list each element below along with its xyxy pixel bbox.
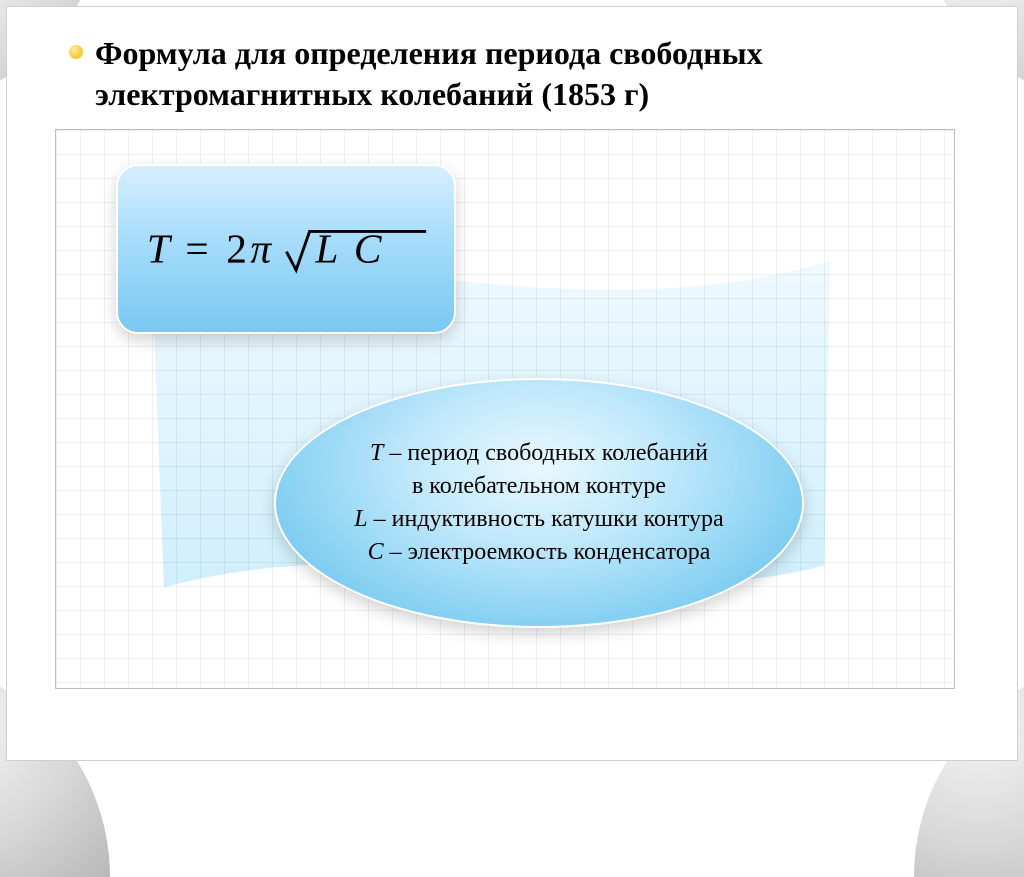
svg-text:=: = — [185, 225, 208, 271]
legend-symbol-T: T — [370, 440, 383, 466]
legend-line-4: C – электроемкость конденсатора — [368, 536, 711, 569]
svg-text:π: π — [250, 225, 272, 271]
legend-symbol-C: C — [368, 539, 384, 565]
heading-line-1: Формула для определения периода свободны… — [95, 35, 763, 71]
formula-svg: T = 2 π L C — [142, 218, 431, 281]
legend-line-1: T – период свободных колебаний — [370, 437, 708, 470]
legend-text-4: электроемкость конденсатора — [408, 539, 711, 565]
slide: Формула для определения периода свободны… — [6, 6, 1018, 761]
figure-area: T = 2 π L C T – период свободных колебан… — [55, 129, 955, 689]
legend-symbol-L: L — [354, 506, 367, 532]
legend-text-3: индуктивность катушки контура — [392, 506, 724, 532]
svg-text:C: C — [353, 225, 381, 271]
heading-line-2: электромагнитных колебаний (1853 г) — [95, 76, 649, 112]
svg-text:2: 2 — [226, 225, 247, 271]
bullet-icon — [69, 45, 83, 59]
heading-bullet: Формула для определения периода свободны… — [69, 33, 977, 115]
legend-text-1: период свободных колебаний — [407, 440, 708, 466]
legend-ellipse: T – период свободных колебаний в колебат… — [274, 378, 804, 628]
svg-text:L: L — [314, 225, 338, 271]
legend-line-2: в колебательном контуре — [412, 470, 666, 503]
legend-text-2: в колебательном контуре — [412, 473, 666, 499]
formula-card: T = 2 π L C — [116, 164, 456, 334]
legend-line-3: L – индуктивность катушки контура — [354, 503, 723, 536]
slide-heading: Формула для определения периода свободны… — [95, 33, 763, 115]
svg-text:T: T — [146, 225, 172, 271]
